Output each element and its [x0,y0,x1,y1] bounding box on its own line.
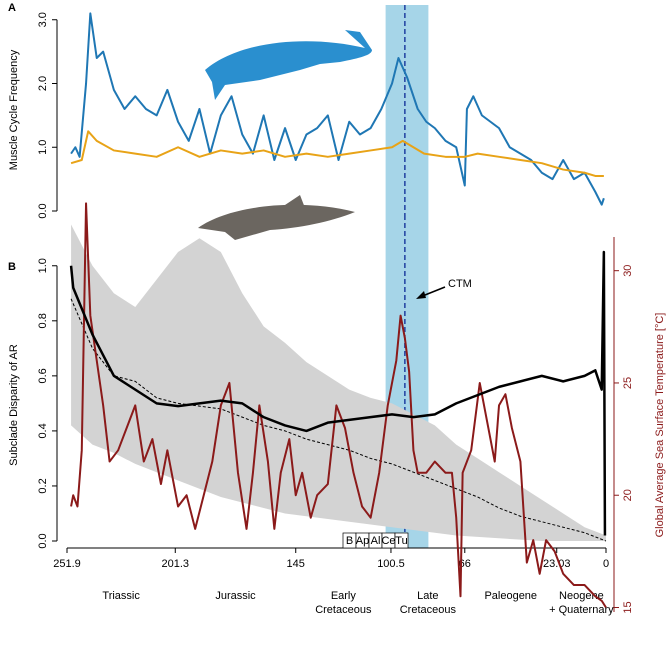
series-line [69,250,607,536]
background-layer [71,5,607,548]
stage-label: Ap [356,535,369,547]
panel-label: A [8,2,16,14]
stage-label: B [346,535,353,547]
period-label: Late [417,590,438,602]
period-label: Neogene [559,590,604,602]
series-line [70,202,607,609]
x-tick-label: 0 [603,558,609,570]
period-label: Early [331,590,357,602]
y2-tick-label: 30 [622,265,634,277]
annotation-arrowhead [416,291,426,299]
shark-images [198,30,372,240]
disparity-envelope [71,224,607,541]
shark-image [205,30,372,100]
y-tick-label: 1.0 [37,140,49,155]
y-tick-label: 0.0 [37,533,49,548]
period-label: Triassic [102,590,140,602]
y2-tick-label: 20 [622,489,634,501]
stage-label: Ce [381,535,395,547]
y2-tick-label: 15 [622,601,634,613]
y-tick-label: 0.6 [37,368,49,383]
series-line [70,12,605,206]
series-line [70,298,607,542]
y-tick-label: 0.4 [37,423,49,438]
period-label: Jurassic [215,590,256,602]
shark-image [285,195,305,208]
shark-image [198,204,355,240]
y-tick-label: 0.2 [37,478,49,493]
x-tick-label: 23.03 [543,558,571,570]
x-tick-label: 201.3 [162,558,190,570]
y-tick-label: 0.0 [37,203,49,218]
y-tick-label: 0.8 [37,313,49,328]
y2-tick-label: 25 [622,377,634,389]
annotation: CTM [448,278,472,290]
stage-box [394,532,409,549]
y-tick-label: 2.0 [37,76,49,91]
series-line [70,130,604,177]
y-axis-title: Muscle Cycle Frequency [8,49,20,170]
x-tick-label: 251.9 [53,558,81,570]
period-label: Paleogene [484,590,537,602]
y2-axis-title: Global Average Sea Surface Temperature [… [654,313,666,538]
stage-label: Tu [395,535,407,547]
period-label: Cretaceous [315,604,372,616]
plot-layer: 0.0 1.0 2.0 3.0 0.0 0.2 0.4 0.6 0.8 1.0 15 20 25 30 25… [37,12,634,616]
period-label: + Quaternary [549,604,614,616]
panel-label: B [8,261,16,273]
x-tick-label: 100.5 [377,558,405,570]
stage-boxes: B Ap Al Ce Tu [342,532,409,549]
y-tick-label: 1.0 [37,258,49,273]
y-axis-title: Subclade Disparity of AR [8,344,20,466]
stage-label: Al [371,535,381,547]
shaded-interval [385,5,429,215]
period-label: Cretaceous [400,604,457,616]
x-tick-label: 145 [287,558,305,570]
y-tick-label: 3.0 [37,12,49,27]
